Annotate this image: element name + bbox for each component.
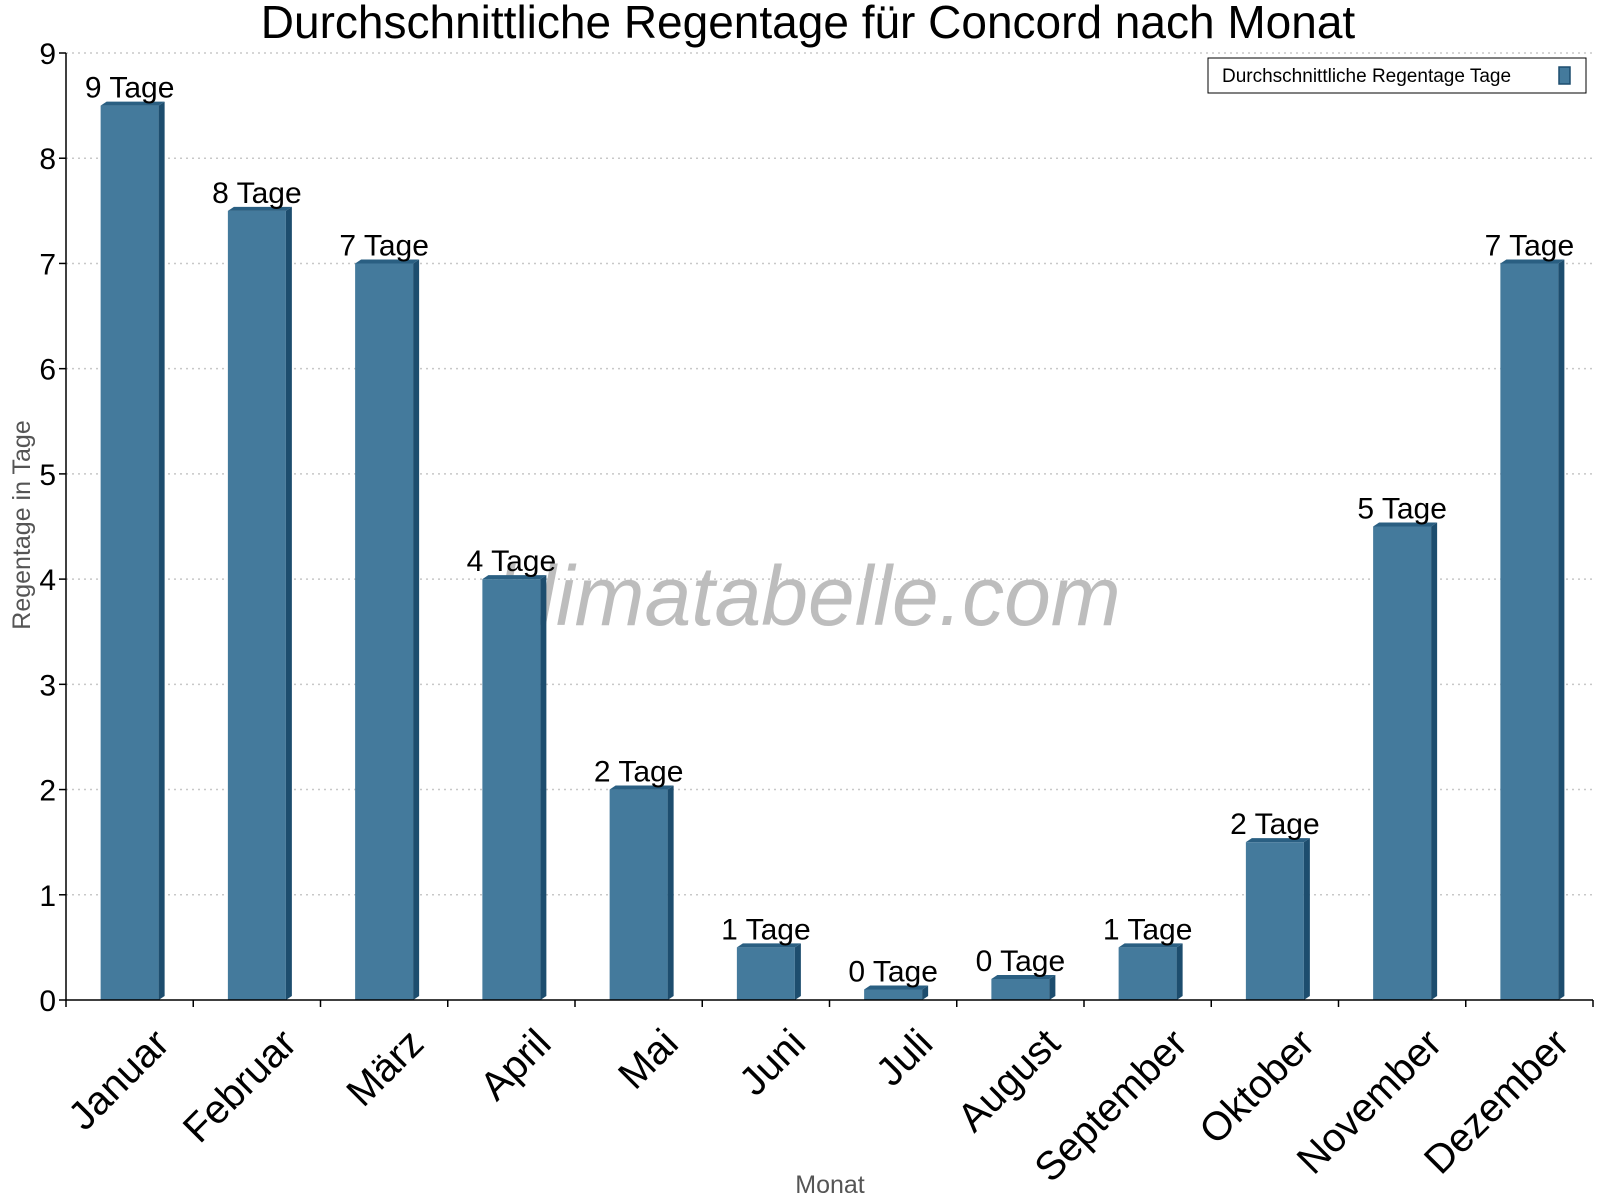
bar <box>991 978 1050 1000</box>
bar-side <box>922 985 929 1000</box>
bar-top <box>736 943 801 948</box>
data-label: 1 Tage <box>721 913 811 946</box>
bar-top <box>1373 522 1438 527</box>
bar-top <box>1245 838 1310 843</box>
y-tick-label: 4 <box>39 564 56 597</box>
legend-swatch <box>1558 66 1571 85</box>
data-label: 5 Tage <box>1357 493 1447 526</box>
legend-box <box>1207 57 1587 94</box>
watermark: klimatabelle.com <box>495 549 1121 643</box>
bar-side <box>1558 259 1565 1000</box>
x-tick-label: Juli <box>868 1021 942 1095</box>
bar-top <box>1118 943 1183 948</box>
data-label: 1 Tage <box>1103 913 1193 946</box>
bar <box>1245 842 1304 1000</box>
bar <box>1373 526 1432 1000</box>
x-tick-label: August <box>949 1021 1068 1140</box>
bar <box>482 579 541 1000</box>
bar <box>864 989 923 1000</box>
legend: Durchschnittliche Regentage Tage <box>1207 57 1587 94</box>
data-label: 8 Tage <box>212 177 302 210</box>
data-label: 2 Tage <box>594 756 684 789</box>
bar <box>227 210 286 1001</box>
bar-top <box>355 259 420 264</box>
y-tick-label: 6 <box>39 354 56 387</box>
bar-top <box>1500 259 1565 264</box>
x-tick-label: Juni <box>731 1021 814 1104</box>
y-tick-label: 2 <box>39 775 56 808</box>
data-label: 0 Tage <box>976 945 1066 978</box>
y-tick-label: 9 <box>39 38 56 71</box>
y-tick-label: 7 <box>39 248 56 281</box>
bar-side <box>158 101 165 1001</box>
bar-side <box>794 943 801 1000</box>
bar-side <box>285 206 292 1001</box>
bars <box>100 101 1565 1001</box>
data-labels: 9 Tage 8 Tage 7 Tage 4 Tage 2 Tage 1 Tage 0 Ta… <box>85 72 1574 989</box>
bar-top <box>864 985 929 990</box>
y-tick-label: 5 <box>39 459 56 492</box>
bar <box>355 263 414 1000</box>
bar <box>609 789 668 1000</box>
bar-top <box>482 575 547 580</box>
y-tick-label: 8 <box>39 143 56 176</box>
y-tick-label: 3 <box>39 669 56 702</box>
x-tick-label: Februar <box>175 1021 305 1151</box>
data-label: 7 Tage <box>1485 229 1575 262</box>
x-tick-label: März <box>338 1021 432 1115</box>
x-axis-label: Monat <box>795 1171 865 1199</box>
data-label: 7 Tage <box>339 229 429 262</box>
bar-top <box>609 785 674 790</box>
bar-side <box>667 785 674 1000</box>
data-label: 4 Tage <box>467 545 557 578</box>
bar-top <box>100 101 165 106</box>
bar <box>1500 263 1559 1000</box>
bar-side <box>1303 838 1310 1000</box>
bar-side <box>413 259 420 1000</box>
chart-title: Durchschnittliche Regentage für Concord … <box>261 0 1356 48</box>
data-label: 9 Tage <box>85 72 175 105</box>
y-axis-ticks: 0 1 2 3 4 5 6 7 8 9 <box>39 38 56 1018</box>
y-axis-label: Regentage in Tage <box>8 420 36 629</box>
legend-label: Durchschnittliche Regentage Tage <box>1222 66 1511 87</box>
bar-side <box>1049 974 1056 1000</box>
data-label: 2 Tage <box>1230 808 1320 841</box>
data-label: 0 Tage <box>848 955 938 988</box>
x-tick-label: Oktober <box>1191 1021 1323 1153</box>
y-tick-label: 0 <box>39 985 56 1018</box>
y-tick-label: 1 <box>39 880 56 913</box>
x-tick-label: Mai <box>610 1021 687 1098</box>
bar <box>100 105 159 1001</box>
axes <box>59 52 1594 1007</box>
bar-side <box>1431 522 1438 1000</box>
x-tick-label: Januar <box>60 1021 178 1139</box>
bar-top <box>227 206 292 211</box>
grid-lines <box>66 52 1593 896</box>
x-tick-label: April <box>472 1021 560 1109</box>
bar-side <box>540 575 547 1000</box>
bar-top <box>991 974 1056 979</box>
bar <box>736 947 795 1000</box>
bar-side <box>1176 943 1183 1000</box>
bar <box>1118 947 1177 1000</box>
